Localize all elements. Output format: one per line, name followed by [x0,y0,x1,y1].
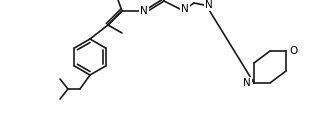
Text: N: N [140,6,148,16]
Text: N: N [181,4,189,14]
Text: O: O [289,46,297,56]
Text: N: N [205,0,213,10]
Text: N: N [243,78,251,88]
